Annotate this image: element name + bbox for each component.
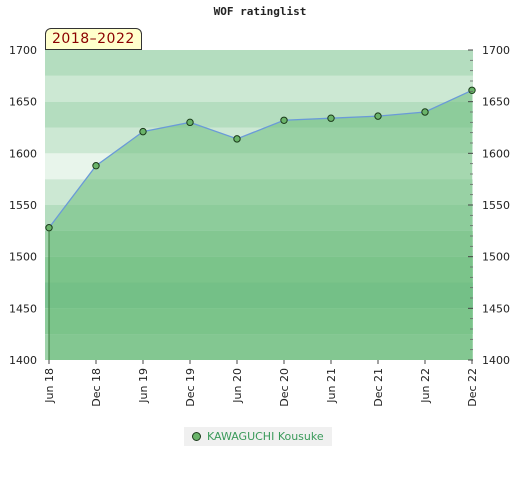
x-tick-label: Dec 19 — [184, 368, 197, 407]
chart-title: WOF ratinglist — [213, 5, 307, 18]
y-tick-label-right: 1550 — [482, 199, 510, 212]
data-point — [186, 118, 194, 127]
data-point — [374, 112, 382, 120]
data-point — [233, 135, 241, 143]
x-tick-label: Dec 18 — [90, 368, 103, 407]
y-tick-label-left: 1400 — [9, 354, 37, 367]
y-tick-label-right: 1650 — [482, 96, 510, 109]
x-tick-label: Jun 21 — [325, 368, 338, 404]
y-tick-label-left: 1450 — [9, 302, 37, 315]
x-tick-label: Jun 20 — [231, 368, 244, 404]
data-point — [327, 114, 335, 122]
y-tick-label-left: 1700 — [9, 44, 37, 57]
x-tick-label: Jun 18 — [43, 368, 56, 404]
grid-band — [45, 75, 473, 102]
legend: KAWAGUCHI Kousuke — [184, 427, 332, 446]
data-point — [280, 116, 288, 124]
series-line — [48, 89, 473, 229]
y-tick-label-right: 1400 — [482, 354, 510, 367]
y-tick-label-left: 1550 — [9, 199, 37, 212]
data-point — [45, 224, 53, 232]
data-point — [468, 86, 476, 95]
x-tick-label: Dec 22 — [466, 368, 479, 407]
series-area — [49, 90, 472, 361]
date-range-badge: 2018–2022 — [45, 28, 142, 50]
x-tick-label: Dec 20 — [278, 368, 291, 407]
legend-marker-icon — [192, 432, 201, 441]
y-tick-label-right: 1450 — [482, 302, 510, 315]
y-tick-label-left: 1600 — [9, 147, 37, 160]
x-tick-label: Dec 21 — [372, 368, 385, 407]
data-point — [139, 127, 147, 136]
line-layer — [48, 89, 473, 360]
y-tick-label-right: 1700 — [482, 44, 510, 57]
area-layer — [49, 90, 472, 361]
y-tick-label-left: 1650 — [9, 96, 37, 109]
grid-band — [45, 50, 473, 76]
data-point — [421, 108, 429, 116]
y-tick-label-right: 1500 — [482, 251, 510, 264]
data-point — [92, 162, 100, 170]
x-tick-label: Jun 19 — [137, 368, 150, 404]
axis-layer: 1400 1400 1450 1450 1500 1500 1550 1550 1600 1600… — [9, 44, 510, 407]
y-tick-label-right: 1600 — [482, 147, 510, 160]
points-layer — [45, 86, 476, 232]
x-tick-label: Jun 22 — [419, 368, 432, 404]
legend-label: KAWAGUCHI Kousuke — [207, 430, 324, 443]
y-tick-label-left: 1500 — [9, 251, 37, 264]
